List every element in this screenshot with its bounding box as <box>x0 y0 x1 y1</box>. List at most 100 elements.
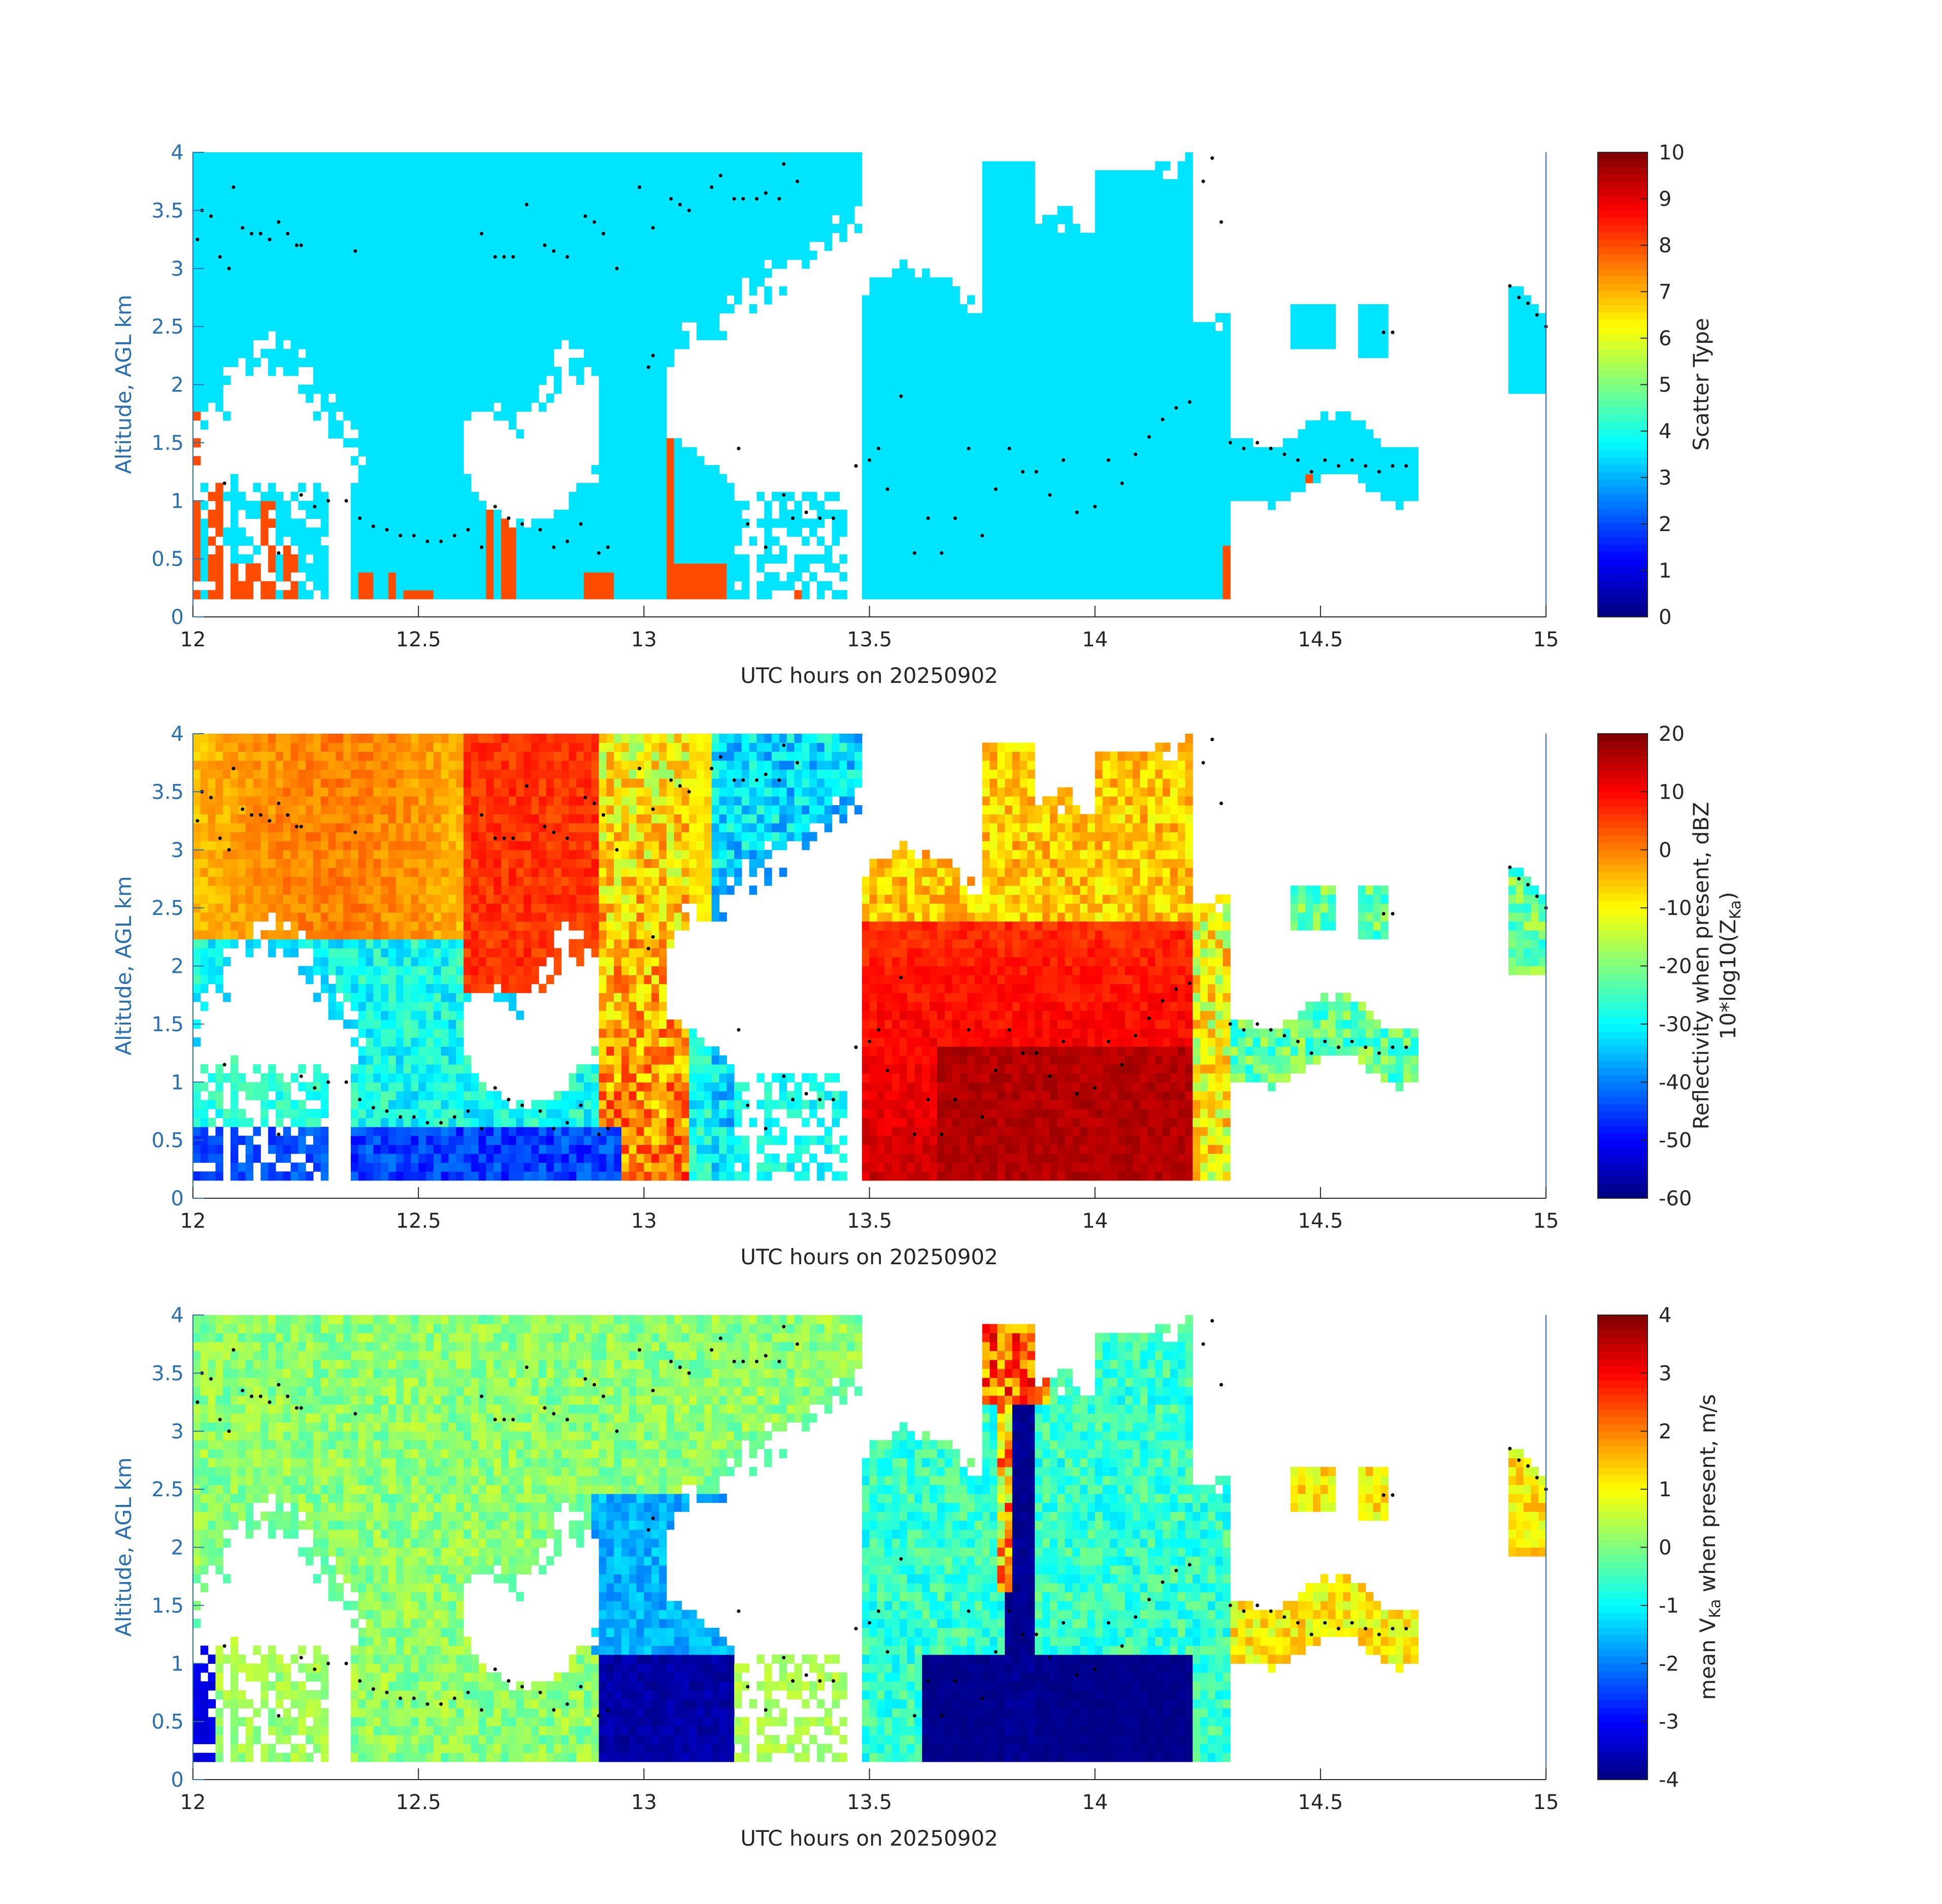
heatmap-cell <box>1095 438 1103 448</box>
heatmap-cell <box>373 161 381 171</box>
heatmap-cell <box>629 349 637 358</box>
heatmap-cell <box>245 322 253 332</box>
heatmap-cell <box>1027 349 1035 358</box>
heatmap-cell <box>553 331 562 341</box>
heatmap-cell <box>328 375 336 385</box>
heatmap-cell <box>1049 259 1058 269</box>
heatmap-cell <box>1110 590 1118 600</box>
heatmap-cell <box>749 277 757 287</box>
heatmap-cell <box>997 509 1005 519</box>
heatmap-cell <box>869 465 877 475</box>
heatmap-cell <box>1065 402 1073 412</box>
heatmap-cell <box>666 563 675 573</box>
heatmap-cell <box>832 152 840 162</box>
heatmap-cell <box>456 161 464 171</box>
heatmap-cell <box>629 206 637 215</box>
heatmap-cell <box>396 447 404 456</box>
heatmap-cell <box>779 545 787 555</box>
heatmap-cell <box>516 528 524 537</box>
heatmap-cell <box>193 250 201 260</box>
heatmap-cell <box>208 152 216 162</box>
heatmap-cell <box>1132 429 1141 439</box>
heatmap-cell <box>719 179 727 188</box>
heatmap-cell <box>539 268 547 278</box>
heatmap-cell <box>373 233 381 242</box>
heatmap-cell <box>877 340 885 349</box>
heatmap-cell <box>448 170 456 180</box>
heatmap-cell <box>636 233 644 242</box>
heatmap-cell <box>651 474 660 483</box>
heatmap-cell <box>411 170 419 180</box>
heatmap-cell <box>862 322 870 332</box>
heatmap-cell <box>929 572 938 582</box>
heatmap-cell <box>877 384 885 394</box>
heatmap-cell <box>298 340 306 349</box>
heatmap-cell <box>772 233 780 242</box>
heatmap-cell <box>1019 215 1028 224</box>
heatmap-cell <box>907 375 915 385</box>
heatmap-cell <box>892 322 900 332</box>
heatmap-cell <box>358 581 367 590</box>
heatmap-cell <box>493 357 502 367</box>
heatmap-cell <box>448 581 456 590</box>
heatmap-cell <box>1072 411 1080 421</box>
heatmap-cell <box>569 223 577 233</box>
heatmap-cell <box>1072 331 1080 341</box>
heatmap-cell <box>884 563 893 573</box>
heatmap-cell <box>1012 465 1021 475</box>
heatmap-cell <box>689 483 697 493</box>
heatmap-cell <box>892 375 900 385</box>
heatmap-cell <box>1147 188 1156 198</box>
heatmap-cell <box>974 349 983 358</box>
heatmap-cell <box>1080 483 1088 493</box>
heatmap-cell <box>200 357 209 367</box>
heatmap-cell <box>1095 536 1103 546</box>
heatmap-cell <box>328 259 336 269</box>
heatmap-cell <box>245 250 253 260</box>
heatmap-cell <box>719 197 727 207</box>
heatmap-cell <box>433 357 442 367</box>
heatmap-cell <box>1162 349 1171 358</box>
heatmap-cell <box>268 250 276 260</box>
heatmap-cell <box>591 188 600 198</box>
heatmap-cell <box>245 367 253 376</box>
heatmap-cell <box>674 509 682 519</box>
heatmap-cell <box>907 340 915 349</box>
heatmap-cell <box>681 340 689 349</box>
heatmap-cell <box>508 384 517 394</box>
heatmap-cell <box>1117 554 1126 564</box>
heatmap-cell <box>418 465 426 475</box>
heatmap-cell <box>997 501 1005 510</box>
heatmap-cell <box>884 349 893 358</box>
heatmap-cell <box>441 518 449 528</box>
heatmap-cell <box>223 411 231 421</box>
heatmap-cell <box>606 206 614 215</box>
heatmap-cell <box>907 581 915 590</box>
heatmap-cell <box>200 206 209 215</box>
heatmap-cell <box>869 491 877 501</box>
heatmap-cell <box>749 233 757 242</box>
heatmap-cell <box>253 206 261 215</box>
heatmap-cell <box>366 581 374 590</box>
heatmap-cell <box>396 438 404 448</box>
heatmap-cell <box>298 545 306 555</box>
heatmap-cell <box>366 384 374 394</box>
heatmap-cell <box>922 545 930 555</box>
heatmap-cell <box>719 152 727 162</box>
heatmap-cell <box>1005 384 1013 394</box>
heatmap-cell <box>1162 268 1171 278</box>
heatmap-cell <box>599 206 607 215</box>
heatmap-cell <box>260 501 269 510</box>
heatmap-cell <box>448 590 456 600</box>
heatmap-cell <box>681 518 689 528</box>
heatmap-cell <box>238 349 246 358</box>
heatmap-cell <box>1012 420 1021 430</box>
heatmap-cell <box>336 259 344 269</box>
heatmap-cell <box>832 223 840 233</box>
heatmap-cell <box>1125 384 1133 394</box>
heatmap-cell <box>260 295 269 305</box>
heatmap-cell <box>208 331 216 341</box>
heatmap-cell <box>884 438 893 448</box>
heatmap-cell <box>704 295 712 305</box>
heatmap-cell <box>275 528 284 537</box>
